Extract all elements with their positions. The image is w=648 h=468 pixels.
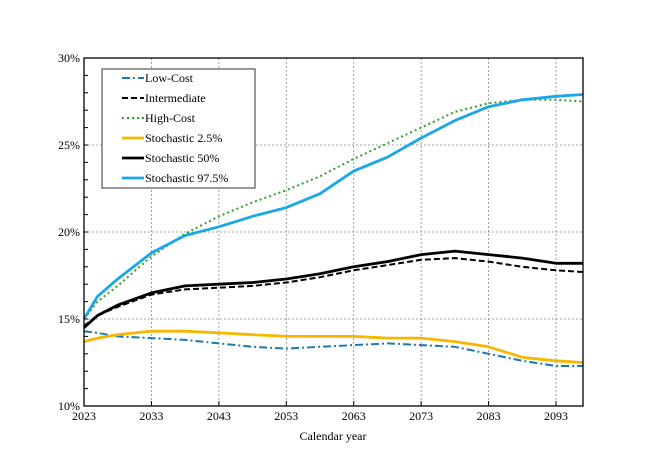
- series-line-low-cost: [83, 330, 583, 367]
- legend-label: Stochastic 97.5%: [145, 171, 228, 185]
- series-line-stochastic-97-5-: [82, 93, 584, 320]
- legend-label: High-Cost: [145, 111, 196, 125]
- x-tick-label: 2083: [477, 409, 501, 423]
- legend-label: Stochastic 2.5%: [145, 131, 222, 145]
- x-axis-label: Calendar year: [300, 429, 367, 443]
- legend: Low-Cost Intermediate High-Cost Stochastic …: [101, 68, 256, 189]
- legend-label: Low-Cost: [145, 71, 194, 85]
- y-tick-label: 10%: [58, 399, 80, 413]
- series-lines: [82, 93, 584, 367]
- x-tick-label: 2043: [207, 409, 231, 423]
- x-tick-label: 2023: [72, 409, 96, 423]
- y-tick-label: 15%: [58, 312, 80, 326]
- series-line-intermediate: [83, 257, 584, 327]
- y-tick-label: 20%: [58, 225, 80, 239]
- legend-box: [101, 68, 256, 189]
- series-line-high-cost: [83, 98, 584, 320]
- x-tick-label: 2073: [409, 409, 433, 423]
- x-tick-label: 2063: [342, 409, 366, 423]
- y-tick-label: 30%: [58, 51, 80, 65]
- ticks: 2023 2033 2043 2053 2063 2073 2083 2093 10% 15% 20…: [58, 51, 568, 423]
- y-tick-label: 25%: [58, 138, 80, 152]
- x-tick-label: 2053: [274, 409, 298, 423]
- legend-label: Stochastic 50%: [145, 151, 219, 165]
- x-tick-label: 2033: [139, 409, 163, 423]
- x-tick-label: 2093: [544, 409, 568, 423]
- series-line-stochastic-2-5-: [83, 329, 584, 364]
- series-line-stochastic-50-: [83, 249, 583, 329]
- legend-label: Intermediate: [145, 91, 206, 105]
